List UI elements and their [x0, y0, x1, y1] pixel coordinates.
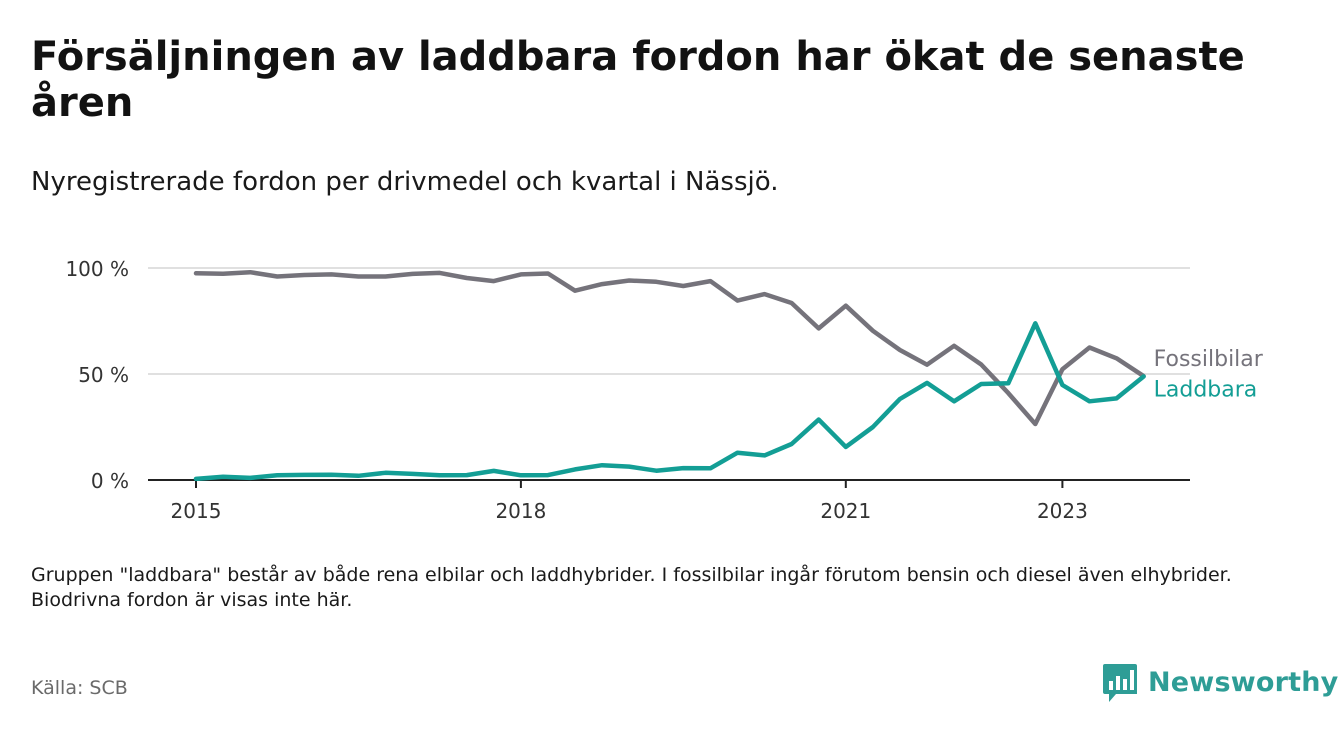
newsworthy-logo[interactable]: Newsworthy	[1102, 660, 1338, 704]
chart-subtitle: Nyregistrerade fordon per drivmedel och …	[31, 167, 779, 197]
source-label: Källa: SCB	[31, 677, 128, 699]
x-tick-label: 2023	[1037, 499, 1088, 523]
series-label-fossilbilar: Fossilbilar	[1154, 347, 1264, 372]
x-tick-label: 2015	[171, 499, 222, 523]
y-tick-label: 0 %	[91, 469, 129, 493]
grid-lines	[148, 267, 1190, 375]
x-tick-label: 2021	[820, 499, 871, 523]
series-line-fossilbilar	[193, 269, 1146, 427]
x-axis: 2015 2018 2021 2023	[148, 479, 1190, 523]
y-axis-tick-labels: 0 % 50 % 100 %	[65, 257, 129, 493]
brand-name: Newsworthy	[1148, 666, 1339, 698]
x-tick-label: 2018	[495, 499, 546, 523]
series-line-laddbara	[193, 321, 1146, 482]
y-tick-label: 50 %	[78, 363, 129, 387]
newsworthy-logo-icon	[1103, 664, 1137, 702]
footnote: Gruppen "laddbara" består av både rena e…	[31, 564, 1232, 611]
series-end-labels: Fossilbilar Laddbara	[1154, 347, 1264, 402]
series-label-laddbara: Laddbara	[1154, 378, 1258, 403]
y-tick-label: 100 %	[65, 257, 129, 281]
line-chart: 0 % 50 % 100 % 2015 2018 2021 2023 Fossilbila…	[65, 257, 1264, 523]
chart-title: Försäljningen av laddbara fordon har öka…	[31, 34, 1245, 126]
series-lines	[193, 269, 1146, 482]
